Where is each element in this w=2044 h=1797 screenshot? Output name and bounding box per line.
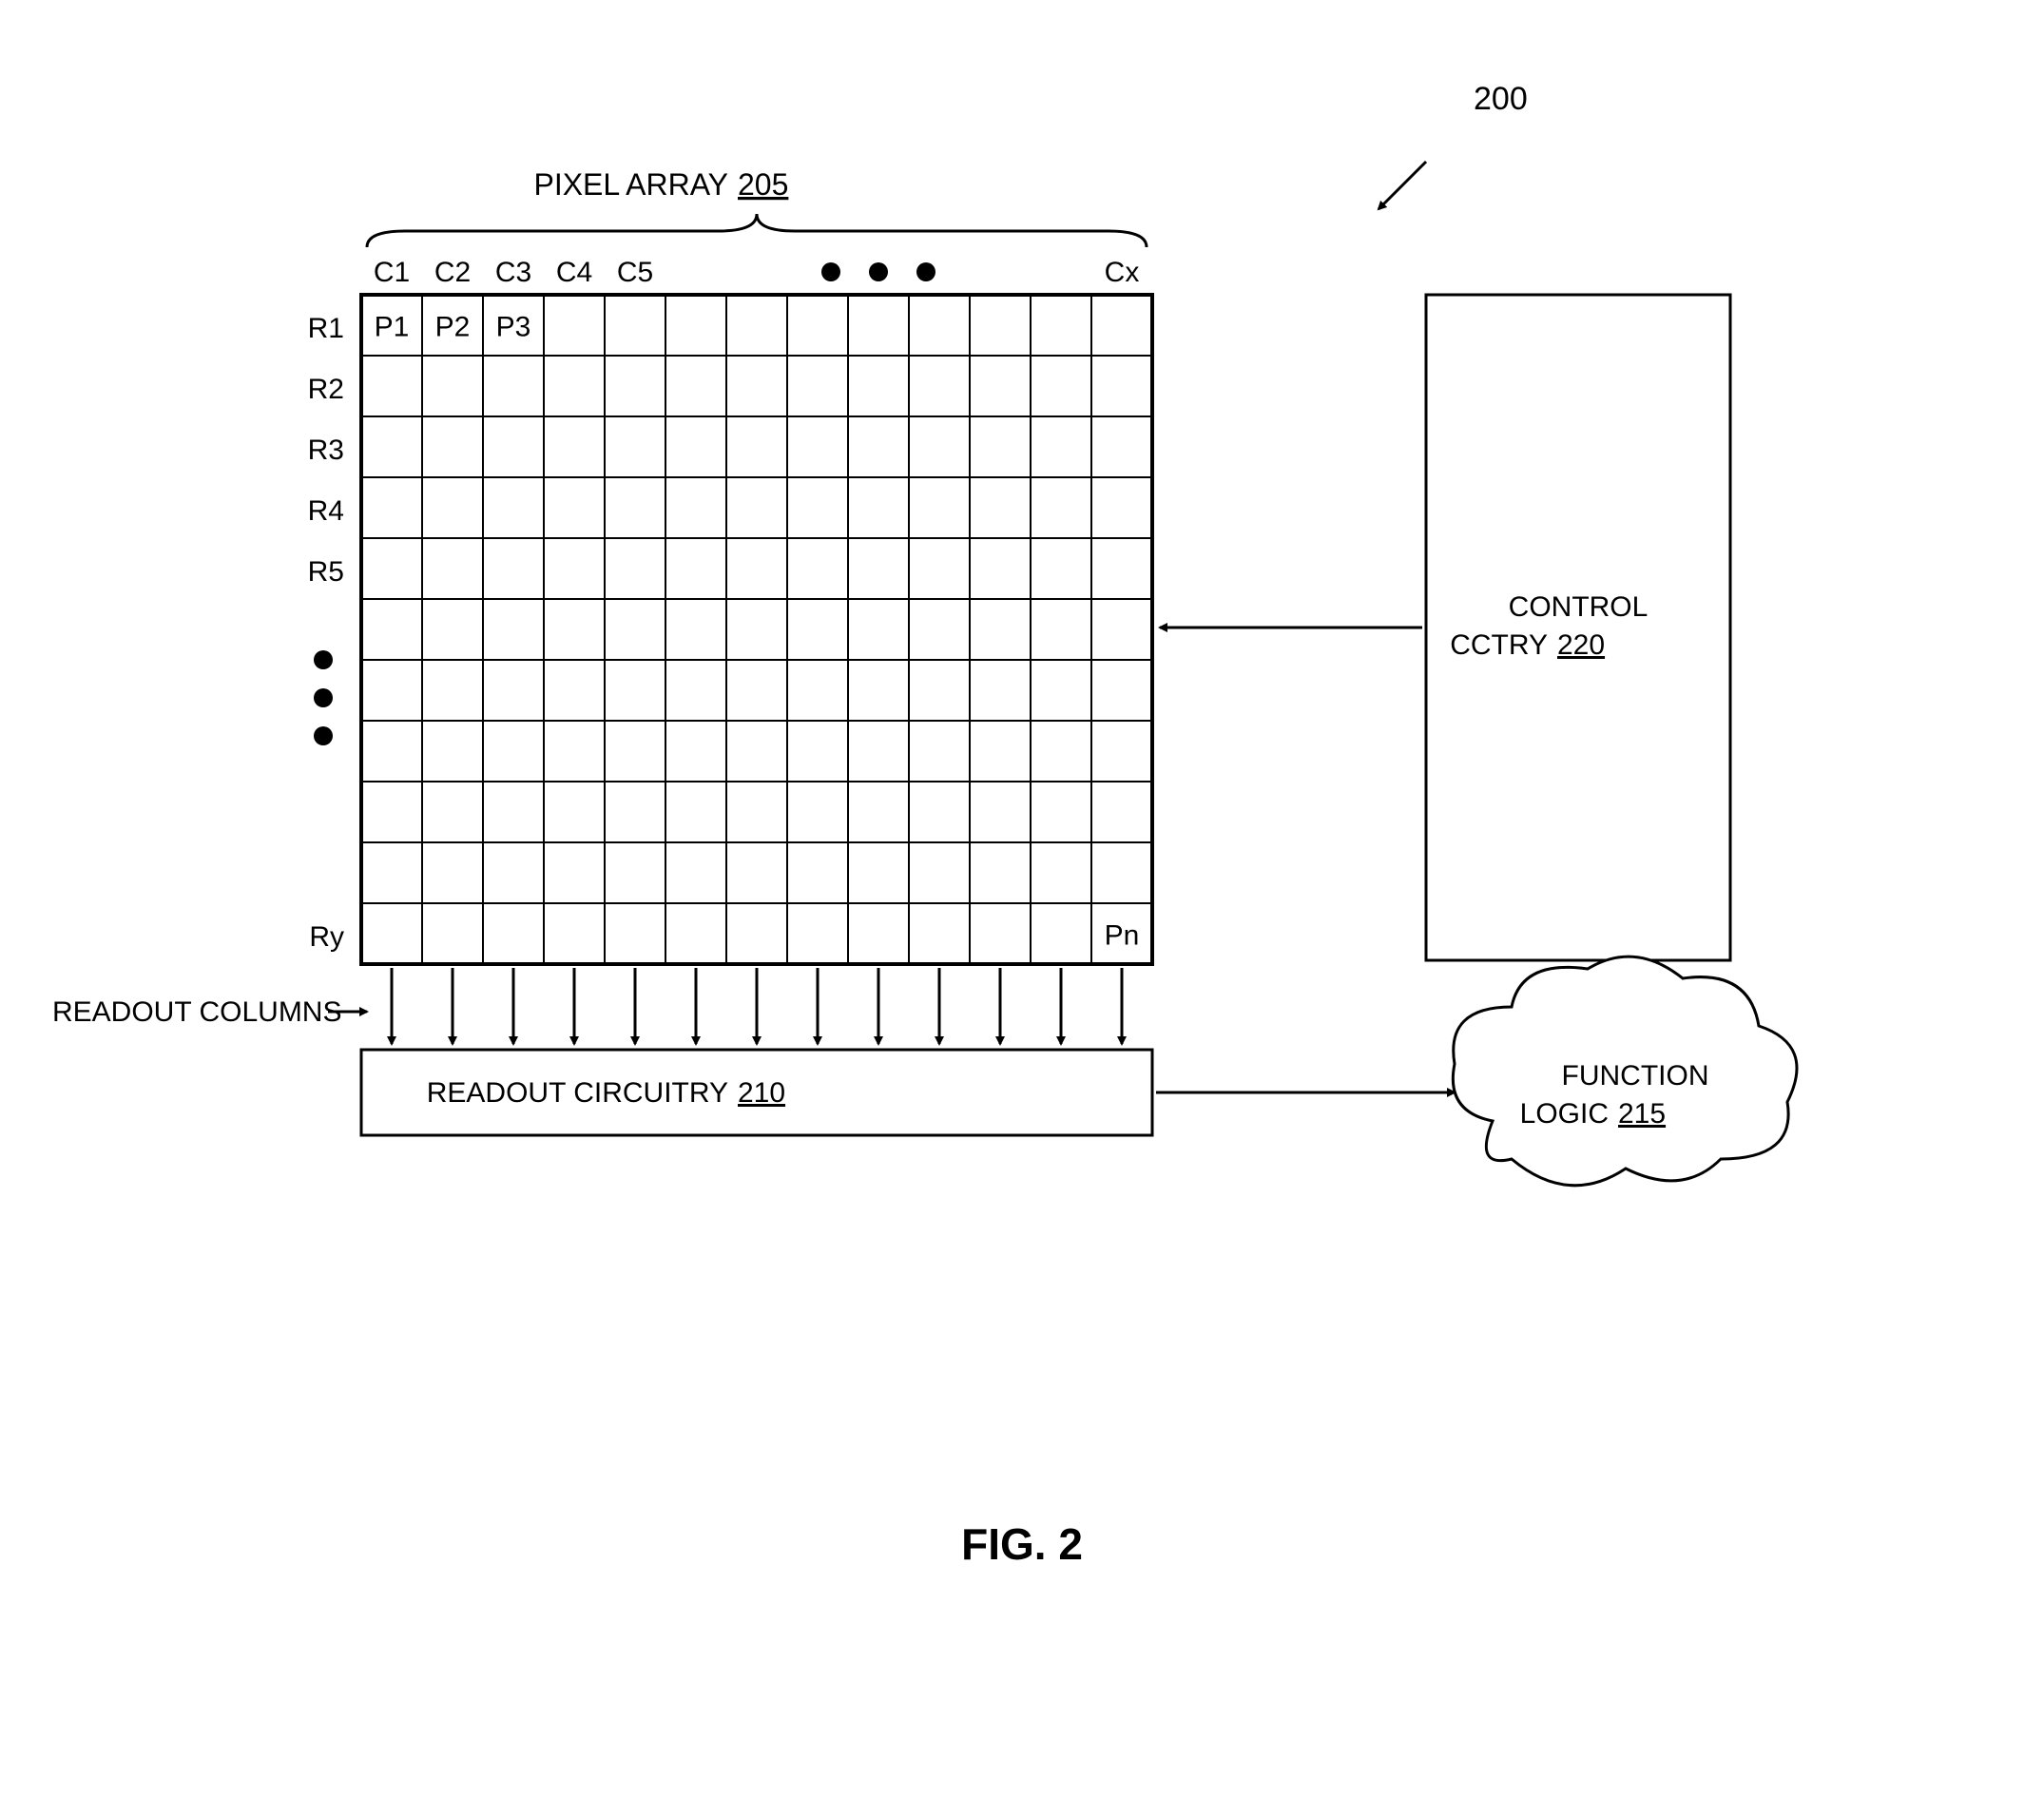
control-circuitry-box [1426, 295, 1730, 960]
row-label-last: Ry [309, 921, 344, 953]
figure-ref-number: 200 [1474, 81, 1528, 117]
figure-ref-arrow [1379, 162, 1426, 209]
ellipsis-dot [314, 688, 333, 707]
ellipsis-dot [821, 262, 840, 281]
readout-columns-label: READOUT COLUMNS [52, 996, 341, 1028]
pixel-label: P2 [435, 312, 471, 343]
pixel-label: P3 [496, 312, 531, 343]
control-label-2: CCTRY [1450, 629, 1548, 661]
col-label: C2 [434, 257, 471, 288]
row-label: R2 [308, 374, 344, 405]
row-label: R5 [308, 556, 344, 588]
pixel-array-grid-outer [361, 295, 1152, 964]
col-label: C4 [556, 257, 592, 288]
pixel-array-ref: 205 [738, 167, 788, 202]
col-label: C1 [374, 257, 410, 288]
row-label: R3 [308, 435, 344, 466]
pixel-array-title: PIXEL ARRAY [533, 167, 728, 202]
function-logic-label-2: LOGIC [1520, 1098, 1609, 1130]
ellipsis-dot [869, 262, 888, 281]
function-logic-label-1: FUNCTION [1562, 1060, 1709, 1092]
row-label: R1 [308, 313, 344, 344]
ellipsis-dot [314, 726, 333, 745]
function-logic-ref: 215 [1618, 1098, 1666, 1130]
col-label-last: Cx [1105, 257, 1140, 288]
ellipsis-dot [314, 650, 333, 669]
row-label: R4 [308, 495, 344, 527]
col-label: C5 [617, 257, 653, 288]
figure-caption: FIG. 2 [961, 1519, 1083, 1569]
control-ref: 220 [1557, 629, 1605, 661]
col-label: C3 [495, 257, 531, 288]
readout-circuitry-label: READOUT CIRCUITRY [427, 1077, 728, 1109]
pixel-label: P1 [375, 312, 410, 343]
pixel-array-brace [367, 214, 1147, 247]
readout-circuitry-ref: 210 [738, 1077, 785, 1109]
control-label-1: CONTROL [1509, 591, 1649, 623]
ellipsis-dot [916, 262, 935, 281]
pixel-label-last: Pn [1105, 920, 1140, 952]
